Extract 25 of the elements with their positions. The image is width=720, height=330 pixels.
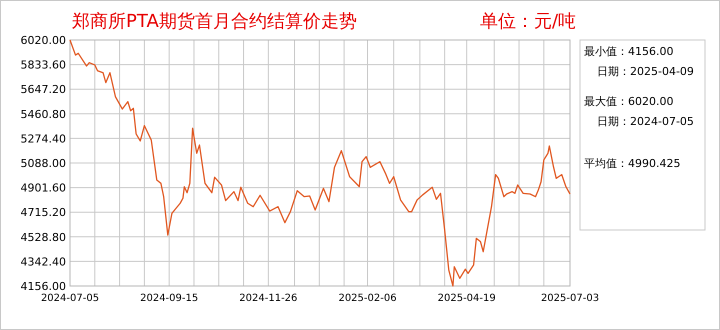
y-tick-label: 5088.00 <box>20 157 66 170</box>
y-tick-label: 4901.60 <box>20 182 66 195</box>
y-tick-label: 4528.80 <box>20 230 66 244</box>
x-tick-label: 2024-09-15 <box>140 293 198 304</box>
y-tick-label: 5274.40 <box>20 132 66 146</box>
chart-title: 郑商所PTA期货首月合约结算价走势 <box>72 11 357 32</box>
x-tick-label: 2025-04-19 <box>438 293 496 304</box>
y-tick-label: 4156.00 <box>20 280 66 293</box>
y-tick-label: 5460.80 <box>20 108 66 121</box>
text: 日期：2025-04-09 <box>597 65 694 78</box>
text: 平均值：4990.425 <box>584 157 680 170</box>
x-tick-label: 2024-11-26 <box>239 293 298 304</box>
x-tick-label: 2025-07-03 <box>540 293 600 304</box>
y-tick-label: 4715.20 <box>20 206 66 220</box>
x-tick-label: 2025-02-06 <box>338 293 397 304</box>
line-series <box>69 39 571 287</box>
y-tick-label: 6020.00 <box>20 34 66 47</box>
y-tick-label: 4342.40 <box>20 255 66 268</box>
text: 最大值：6020.00 <box>584 95 674 108</box>
text: 最小值：4156.00 <box>584 45 674 58</box>
chart-subtitle: 单位：元/吨 <box>480 11 576 32</box>
y-tick-label: 5647.20 <box>20 83 66 96</box>
text: 日期：2024-07-05 <box>597 115 694 128</box>
x-tick-label: 2024-07-05 <box>40 293 100 304</box>
y-tick-label: 5833.60 <box>20 58 66 72</box>
